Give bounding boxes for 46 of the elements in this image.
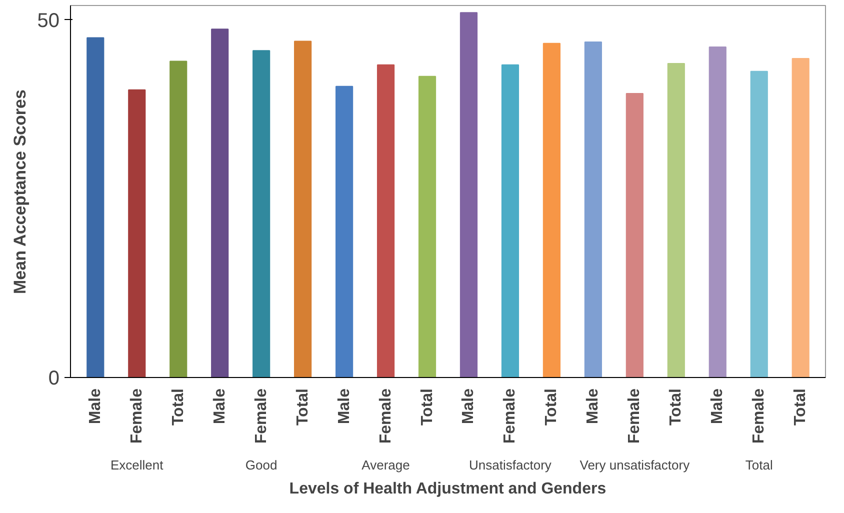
bar	[376, 64, 395, 378]
bar	[128, 89, 146, 378]
x-tick-label: Total	[543, 388, 560, 426]
bar	[542, 42, 561, 378]
y-tick-label: 50	[37, 10, 60, 32]
x-tick-label: Total	[668, 388, 685, 426]
text: Good	[245, 458, 278, 472]
text: Very unsatisfactory	[580, 458, 690, 472]
x-tick-label: Total	[170, 388, 187, 426]
text: Unsatisfactory	[469, 458, 552, 472]
bar	[335, 86, 354, 378]
x-tick-label: Male	[211, 388, 228, 424]
x-tick-label: Male	[460, 388, 478, 424]
bar	[667, 62, 685, 378]
bar	[170, 60, 188, 378]
bar	[708, 46, 726, 378]
x-tick-label: Total	[418, 388, 436, 426]
x-tick-label: Total	[792, 388, 810, 426]
x-tick-label: Male	[584, 388, 602, 424]
bar	[86, 37, 104, 378]
bar	[584, 41, 602, 378]
bar	[418, 76, 436, 378]
x-tick-label: Male	[336, 388, 353, 424]
x-tick-label: Male	[709, 388, 726, 424]
x-tick-label: Female	[750, 388, 768, 444]
bar	[211, 28, 229, 378]
x-tick-label: Female	[377, 388, 394, 444]
bar	[792, 58, 810, 378]
x-tick-label: Male	[86, 388, 104, 424]
x-axis-title: Levels of Health Adjustment and Genders	[289, 480, 606, 498]
bar	[626, 92, 644, 378]
bar	[460, 12, 478, 378]
x-tick-label: Female	[252, 388, 270, 444]
text: Excellent	[110, 458, 164, 472]
bar	[750, 70, 768, 378]
y-tick-label: 0	[48, 368, 60, 390]
text: Total	[745, 458, 773, 472]
x-tick-label: Female	[502, 388, 519, 444]
bar	[501, 64, 520, 378]
y-axis-title: Mean Acceptance Scores	[10, 90, 30, 294]
x-tick-label: Female	[626, 388, 644, 444]
x-tick-label: Female	[128, 388, 146, 444]
bar	[252, 50, 270, 378]
x-tick-label: Total	[294, 388, 312, 426]
text: Average	[362, 458, 410, 472]
bar	[294, 40, 312, 378]
